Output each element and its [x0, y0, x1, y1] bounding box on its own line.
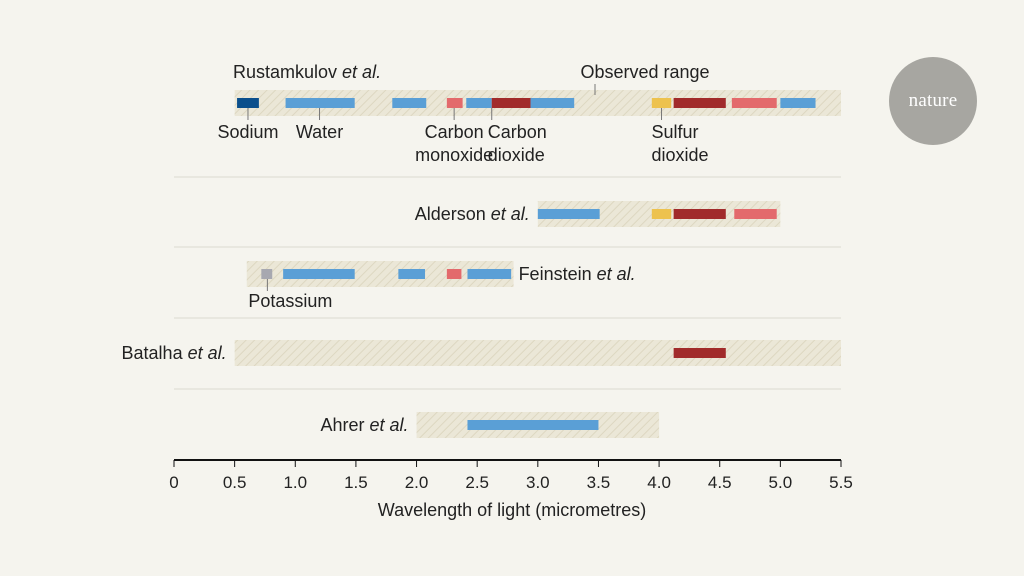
band-rustamkulov-sodium-0: [237, 98, 259, 108]
row-separators: [174, 176, 841, 390]
annotation-sodium: Sodium: [217, 122, 278, 142]
band-alderson-sulfur-dioxide-1: [651, 209, 672, 219]
band-feinstein-water-4: [467, 269, 512, 279]
observed-range-label: Observed range: [580, 62, 709, 82]
band-alderson-water-0: [537, 209, 600, 219]
band-rustamkulov-water-6: [530, 98, 575, 108]
study-label-alderson: Alderson et al.: [415, 204, 530, 224]
band-rustamkulov-carbon-dioxide-8: [673, 98, 726, 108]
annotation-carbon-monoxide: Carbon monoxide: [415, 122, 493, 165]
x-tick-label-0: 0: [169, 473, 178, 492]
band-rustamkulov-water-10: [780, 98, 816, 108]
study-label-rustamkulov: Rustamkulov et al.: [233, 62, 381, 82]
x-tick-label-8: 4.0: [647, 473, 671, 492]
band-feinstein-water-1: [283, 269, 355, 279]
band-feinstein-potassium-0: [261, 269, 273, 279]
study-label-ahrer: Ahrer et al.: [320, 415, 408, 435]
observed-range-annotation: Observed range: [580, 62, 710, 95]
molecule-bands: [237, 98, 816, 430]
band-rustamkulov-carbon-monoxide-9: [731, 98, 777, 108]
annotation-potassium: Potassium: [248, 291, 332, 311]
band-alderson-carbon-monoxide-3: [734, 209, 777, 219]
annotation-carbon-dioxide: Carbon dioxide: [488, 122, 547, 165]
study-label-feinstein: Feinstein et al.: [519, 264, 636, 284]
study-label-batalha: Batalha et al.: [122, 343, 227, 363]
band-batalha-carbon-dioxide-0: [673, 348, 726, 358]
x-tick-label-3: 1.5: [344, 473, 368, 492]
x-tick-label-4: 2.0: [405, 473, 429, 492]
band-rustamkulov-sulfur-dioxide-7: [651, 98, 672, 108]
band-rustamkulov-carbon-dioxide-5: [491, 98, 531, 108]
x-tick-label-1: 0.5: [223, 473, 247, 492]
band-rustamkulov-water-2: [392, 98, 427, 108]
x-tick-label-10: 5.0: [769, 473, 793, 492]
x-tick-label-11: 5.5: [829, 473, 853, 492]
annotation-water: Water: [296, 122, 343, 142]
x-tick-label-5: 2.5: [465, 473, 489, 492]
band-feinstein-water-2: [398, 269, 426, 279]
band-rustamkulov-water-1: [285, 98, 355, 108]
band-alderson-carbon-dioxide-2: [673, 209, 726, 219]
study-labels: Rustamkulov et al. Alderson et al. Feinste…: [122, 62, 636, 435]
x-tick-label-6: 3.0: [526, 473, 550, 492]
x-axis-label: Wavelength of light (micrometres): [378, 500, 646, 520]
band-ahrer-water-0: [467, 420, 599, 430]
x-axis: 0 0.5 1.0 1.5 2.0 2.5 3.0 3.5 4.0 4.5 5.0 5.5: [169, 459, 853, 492]
observed-range-batalha: [234, 340, 842, 366]
x-tick-label-9: 4.5: [708, 473, 732, 492]
nature-logo-text: nature: [908, 90, 958, 111]
annotation-sulfur-dioxide: Sulfur dioxide: [652, 122, 709, 165]
x-tick-label-2: 1.0: [283, 473, 307, 492]
band-rustamkulov-carbon-monoxide-3: [446, 98, 463, 108]
band-rustamkulov-water-4: [466, 98, 492, 108]
x-tick-label-7: 3.5: [587, 473, 611, 492]
nature-logo: nature: [889, 57, 977, 145]
band-feinstein-carbon-monoxide-3: [446, 269, 462, 279]
